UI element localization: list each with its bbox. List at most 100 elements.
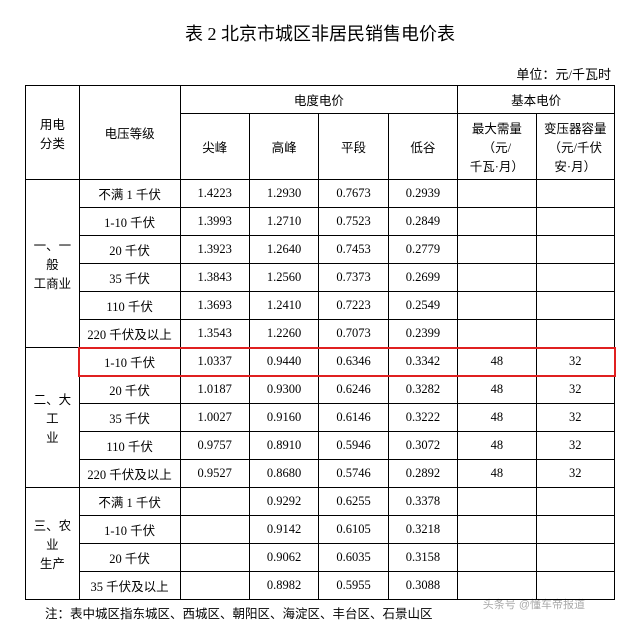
value-cell: 0.3072 [388, 432, 457, 460]
value-cell: 0.8680 [249, 460, 318, 488]
voltage-cell: 110 千伏 [79, 432, 180, 460]
value-cell: 48 [458, 376, 536, 404]
value-cell [536, 488, 614, 516]
watermark: 头条号 @懂车帝报道 [483, 596, 585, 612]
voltage-cell: 220 千伏及以上 [79, 320, 180, 348]
header-category: 用电分类 [26, 86, 80, 180]
value-cell: 0.6255 [319, 488, 388, 516]
voltage-cell: 220 千伏及以上 [79, 460, 180, 488]
table-row: 二、大工业1-10 千伏1.03370.94400.63460.33424832 [26, 348, 615, 376]
value-cell [458, 488, 536, 516]
value-cell: 1.3993 [180, 208, 249, 236]
table-row: 1-10 千伏1.39931.27100.75230.2849 [26, 208, 615, 236]
voltage-cell: 20 千伏 [79, 236, 180, 264]
header-flat: 平段 [319, 114, 388, 180]
value-cell: 0.8982 [249, 572, 318, 600]
value-cell: 1.0187 [180, 376, 249, 404]
price-table: 用电分类 电压等级 电度电价 基本电价 尖峰 高峰 平段 低谷 最大需量（元/千… [25, 85, 615, 600]
header-energy-group: 电度电价 [180, 86, 458, 114]
voltage-cell: 35 千伏 [79, 404, 180, 432]
table-title: 表 2 北京市城区非居民销售电价表 [25, 20, 615, 46]
value-cell: 0.6105 [319, 516, 388, 544]
value-cell: 0.9527 [180, 460, 249, 488]
table-row: 20 千伏0.90620.60350.3158 [26, 544, 615, 572]
voltage-cell: 1-10 千伏 [79, 348, 180, 376]
value-cell: 0.3158 [388, 544, 457, 572]
value-cell: 0.8910 [249, 432, 318, 460]
table-row: 20 千伏1.01870.93000.62460.32824832 [26, 376, 615, 404]
value-cell: 0.7673 [319, 180, 388, 208]
value-cell: 0.7523 [319, 208, 388, 236]
value-cell: 0.6346 [319, 348, 388, 376]
voltage-cell: 不满 1 千伏 [79, 180, 180, 208]
header-max-demand: 最大需量（元/千瓦·月） [458, 114, 536, 180]
value-cell: 0.2849 [388, 208, 457, 236]
value-cell: 1.2930 [249, 180, 318, 208]
table-row: 1-10 千伏0.91420.61050.3218 [26, 516, 615, 544]
value-cell: 0.9300 [249, 376, 318, 404]
value-cell: 48 [458, 348, 536, 376]
value-cell: 48 [458, 460, 536, 488]
value-cell: 0.7223 [319, 292, 388, 320]
value-cell: 1.3543 [180, 320, 249, 348]
value-cell [536, 320, 614, 348]
table-row: 110 千伏0.97570.89100.59460.30724832 [26, 432, 615, 460]
unit-label: 单位：元/千瓦时 [25, 64, 615, 83]
voltage-cell: 1-10 千伏 [79, 516, 180, 544]
value-cell: 0.6246 [319, 376, 388, 404]
value-cell: 1.4223 [180, 180, 249, 208]
value-cell: 32 [536, 376, 614, 404]
value-cell: 0.7373 [319, 264, 388, 292]
category-cell: 三、农业生产 [26, 488, 80, 600]
value-cell: 0.5955 [319, 572, 388, 600]
table-row: 220 千伏及以上1.35431.22600.70730.2399 [26, 320, 615, 348]
value-cell: 0.3218 [388, 516, 457, 544]
table-row: 一、一般工商业不满 1 千伏1.42231.29300.76730.2939 [26, 180, 615, 208]
value-cell: 0.2399 [388, 320, 457, 348]
value-cell: 0.9062 [249, 544, 318, 572]
value-cell [458, 292, 536, 320]
value-cell [458, 516, 536, 544]
value-cell: 0.3282 [388, 376, 457, 404]
voltage-cell: 35 千伏及以上 [79, 572, 180, 600]
voltage-cell: 20 千伏 [79, 544, 180, 572]
value-cell: 1.2640 [249, 236, 318, 264]
voltage-cell: 110 千伏 [79, 292, 180, 320]
value-cell: 0.3088 [388, 572, 457, 600]
value-cell: 0.2939 [388, 180, 457, 208]
value-cell: 0.3342 [388, 348, 457, 376]
value-cell: 1.3843 [180, 264, 249, 292]
value-cell: 1.2260 [249, 320, 318, 348]
value-cell: 48 [458, 432, 536, 460]
header-voltage: 电压等级 [79, 86, 180, 180]
value-cell [180, 516, 249, 544]
value-cell [458, 544, 536, 572]
value-cell: 0.3378 [388, 488, 457, 516]
header-peak-top: 尖峰 [180, 114, 249, 180]
value-cell: 0.9440 [249, 348, 318, 376]
value-cell: 48 [458, 404, 536, 432]
value-cell [180, 488, 249, 516]
value-cell: 32 [536, 460, 614, 488]
value-cell: 0.3222 [388, 404, 457, 432]
value-cell [458, 236, 536, 264]
value-cell: 32 [536, 432, 614, 460]
value-cell: 0.2779 [388, 236, 457, 264]
voltage-cell: 35 千伏 [79, 264, 180, 292]
voltage-cell: 1-10 千伏 [79, 208, 180, 236]
value-cell [458, 264, 536, 292]
value-cell: 1.3693 [180, 292, 249, 320]
value-cell: 1.0337 [180, 348, 249, 376]
value-cell: 0.7453 [319, 236, 388, 264]
header-basic-group: 基本电价 [458, 86, 615, 114]
value-cell [536, 292, 614, 320]
value-cell: 0.9160 [249, 404, 318, 432]
value-cell: 32 [536, 348, 614, 376]
value-cell [180, 544, 249, 572]
value-cell: 0.9757 [180, 432, 249, 460]
value-cell [536, 180, 614, 208]
header-peak-high: 高峰 [249, 114, 318, 180]
value-cell: 0.5746 [319, 460, 388, 488]
value-cell: 0.2892 [388, 460, 457, 488]
table-row: 三、农业生产不满 1 千伏0.92920.62550.3378 [26, 488, 615, 516]
